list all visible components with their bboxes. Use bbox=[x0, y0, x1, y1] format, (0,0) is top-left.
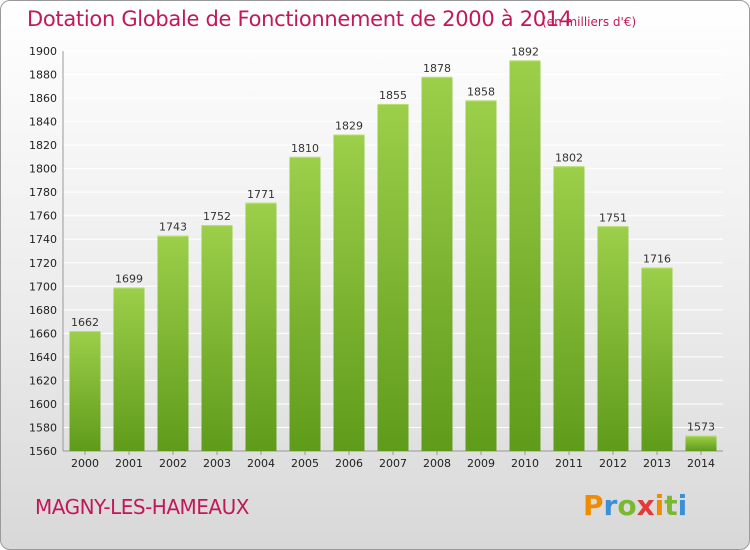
x-tick-label: 2007 bbox=[379, 457, 407, 470]
x-tick-label: 2009 bbox=[467, 457, 495, 470]
bar bbox=[333, 134, 365, 451]
x-tick-label: 2005 bbox=[291, 457, 319, 470]
unit-note: (en milliers d'€) bbox=[542, 15, 637, 29]
bar-value-label: 1752 bbox=[203, 210, 231, 223]
x-tick-label: 2004 bbox=[247, 457, 275, 470]
y-tick-label: 1840 bbox=[29, 116, 57, 129]
bar bbox=[509, 60, 541, 451]
bar bbox=[685, 435, 717, 451]
bar bbox=[597, 226, 629, 451]
y-tick-label: 1580 bbox=[29, 421, 57, 434]
bar-value-label: 1858 bbox=[467, 85, 495, 98]
bar-value-label: 1802 bbox=[555, 151, 583, 164]
bar bbox=[289, 156, 321, 451]
bar-value-label: 1699 bbox=[115, 272, 143, 285]
x-tick-label: 2014 bbox=[687, 457, 715, 470]
bar bbox=[421, 76, 453, 451]
bar bbox=[157, 235, 189, 451]
x-tick-label: 2008 bbox=[423, 457, 451, 470]
bar-value-label: 1892 bbox=[511, 45, 539, 58]
bar-value-label: 1751 bbox=[599, 211, 627, 224]
bar-value-label: 1810 bbox=[291, 142, 319, 155]
bar-value-label: 1855 bbox=[379, 89, 407, 102]
commune-name: MAGNY-LES-HAMEAUX bbox=[35, 495, 249, 519]
y-tick-label: 1680 bbox=[29, 304, 57, 317]
x-tick-label: 2002 bbox=[159, 457, 187, 470]
y-tick-label: 1620 bbox=[29, 374, 57, 387]
bar-value-label: 1878 bbox=[423, 62, 451, 75]
x-tick-label: 2000 bbox=[71, 457, 99, 470]
bar bbox=[641, 267, 673, 451]
bar-value-label: 1829 bbox=[335, 120, 363, 133]
y-tick-label: 1800 bbox=[29, 163, 57, 176]
x-tick-label: 2006 bbox=[335, 457, 363, 470]
x-tick-label: 2001 bbox=[115, 457, 143, 470]
y-tick-label: 1880 bbox=[29, 69, 57, 82]
y-tick-label: 1820 bbox=[29, 139, 57, 152]
bar bbox=[377, 103, 409, 452]
y-tick-label: 1700 bbox=[29, 280, 57, 293]
proxiti-logo: Proxiti bbox=[583, 489, 688, 522]
chart-title: Dotation Globale de Fonctionnement de 20… bbox=[27, 7, 572, 31]
x-tick-label: 2013 bbox=[643, 457, 671, 470]
y-tick-label: 1860 bbox=[29, 92, 57, 105]
bar-value-label: 1743 bbox=[159, 221, 187, 234]
bar-value-label: 1716 bbox=[643, 252, 671, 265]
x-tick-label: 2010 bbox=[511, 457, 539, 470]
y-tick-label: 1720 bbox=[29, 257, 57, 270]
y-tick-label: 1760 bbox=[29, 210, 57, 223]
y-tick-label: 1740 bbox=[29, 233, 57, 246]
y-tick-label: 1780 bbox=[29, 186, 57, 199]
y-tick-label: 1640 bbox=[29, 351, 57, 364]
y-tick-label: 1600 bbox=[29, 398, 57, 411]
y-tick-label: 1560 bbox=[29, 445, 57, 458]
bar-value-label: 1662 bbox=[71, 316, 99, 329]
bar-value-label: 1771 bbox=[247, 188, 275, 201]
bar bbox=[113, 287, 145, 451]
bar bbox=[245, 202, 277, 451]
bar bbox=[69, 331, 101, 451]
bar-value-label: 1573 bbox=[687, 421, 715, 434]
x-tick-label: 2011 bbox=[555, 457, 583, 470]
x-tick-label: 2012 bbox=[599, 457, 627, 470]
bar bbox=[553, 166, 585, 451]
x-tick-label: 2003 bbox=[203, 457, 231, 470]
bar bbox=[201, 225, 233, 451]
y-tick-label: 1660 bbox=[29, 327, 57, 340]
bar bbox=[465, 100, 497, 451]
y-tick-label: 1900 bbox=[29, 45, 57, 58]
